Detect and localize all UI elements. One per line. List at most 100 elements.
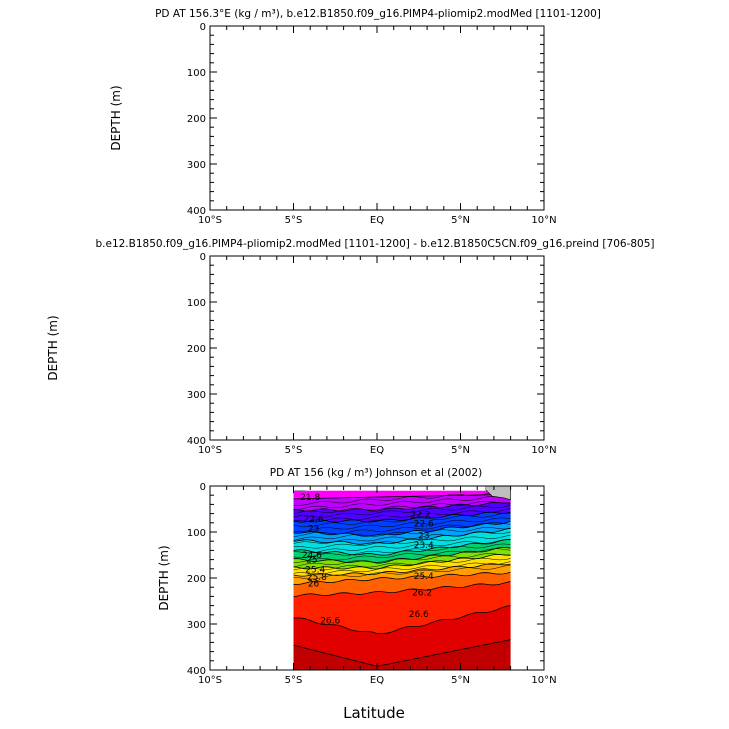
contour-line	[293, 491, 511, 506]
density-field	[293, 490, 511, 670]
panel-1-y-axis-label: DEPTH (m)	[109, 85, 123, 150]
density-band	[293, 639, 511, 670]
contour-label: 26	[308, 580, 320, 590]
x-tick-label: 10°N	[531, 675, 556, 686]
panel-1-plot-frame	[209, 25, 545, 211]
contour-line	[293, 553, 511, 568]
contour-label: 22.6	[414, 520, 434, 530]
contour-line	[293, 520, 511, 537]
contour-line	[293, 565, 511, 580]
x-tick-label: 10°S	[198, 215, 222, 226]
contour-line	[293, 500, 511, 515]
panel-2-y-axis-label: DEPTH (m)	[46, 315, 60, 380]
panel-2-title: b.e12.B1850.f09_g16.PIMP4-pliomip2.modMe…	[95, 238, 654, 250]
contour-line	[293, 501, 511, 512]
contour-line	[293, 512, 511, 528]
y-tick-label: 400	[187, 206, 206, 217]
density-band	[293, 521, 511, 545]
density-band	[293, 547, 511, 570]
panel-1-title: PD AT 156.3°E (kg / m³), b.e12.B1850.f09…	[155, 8, 601, 20]
x-tick-label: 5°S	[285, 675, 303, 686]
y-tick-label: 100	[187, 68, 206, 79]
y-tick-label: 0	[200, 482, 206, 493]
y-tick-label: 400	[187, 436, 206, 447]
contour-label: 22.6	[304, 515, 324, 525]
contour-label: 22.2	[410, 511, 430, 521]
density-band	[293, 572, 511, 597]
panel-3: PD AT 156 (kg / m³) Johnson et al (2002)…	[157, 467, 557, 722]
density-band	[293, 490, 511, 499]
contour-line	[293, 557, 511, 571]
contour-label: 25.4	[414, 572, 434, 582]
contour-line	[293, 547, 511, 564]
panel-2-ticks: 10°S 5°S EQ 5°N 10°N 0 100 200 300 400	[187, 252, 557, 456]
contour-label: 21.8	[300, 493, 320, 503]
contour-line	[293, 581, 511, 598]
y-tick-label: 400	[187, 666, 206, 677]
panel-3-ticks: 10°S 5°S EQ 5°N 10°N 0 100 200 300 400	[187, 482, 557, 686]
contour-line	[293, 522, 511, 537]
y-tick-label: 200	[187, 574, 206, 585]
x-tick-label: 10°S	[198, 675, 222, 686]
x-tick-label: 10°S	[198, 445, 222, 456]
x-tick-label: 5°N	[451, 215, 470, 226]
x-tick-label: 5°S	[285, 215, 303, 226]
contour-line	[293, 605, 511, 634]
panel-2-plot-frame	[209, 255, 545, 441]
panel-1-ticks: 10°S 5°S EQ 5°N 10°N 0 100 200 300 400	[187, 22, 557, 226]
contour-line	[293, 554, 511, 570]
contour-label: 25.4	[305, 566, 325, 576]
contour-line	[293, 517, 511, 532]
contour-line	[293, 571, 511, 585]
y-tick-label: 200	[187, 344, 206, 355]
contour-line	[293, 534, 511, 549]
contour-line	[293, 505, 511, 518]
contour-line	[293, 563, 511, 577]
contour-line	[293, 561, 511, 575]
density-band	[293, 581, 511, 634]
density-band	[293, 605, 511, 667]
contour-label: 24.6	[302, 551, 322, 561]
no-data-strip	[293, 486, 486, 491]
y-tick-label: 100	[187, 298, 206, 309]
contour-line	[293, 543, 511, 558]
contour-label: 23	[308, 524, 319, 534]
x-tick-label: 10°N	[531, 445, 556, 456]
contour-line	[293, 511, 511, 523]
x-tick-label: EQ	[370, 675, 384, 686]
density-band	[293, 554, 511, 577]
contour-label: 26.6	[320, 616, 340, 626]
x-tick-label: 5°N	[451, 445, 470, 456]
contour-label: 25.8	[307, 573, 327, 583]
y-tick-label: 200	[187, 114, 206, 125]
contour-line	[293, 527, 511, 541]
y-tick-label: 100	[187, 528, 206, 539]
y-tick-label: 0	[200, 22, 206, 33]
density-band	[293, 502, 511, 523]
x-axis-label: Latitude	[343, 704, 405, 722]
panel-1: PD AT 156.3°E (kg / m³), b.e12.B1850.f09…	[109, 8, 601, 226]
contour-label: 26.6	[409, 610, 429, 620]
x-tick-label: 5°S	[285, 445, 303, 456]
x-tick-label: EQ	[370, 445, 384, 456]
y-tick-label: 300	[187, 620, 206, 631]
contour-line	[293, 527, 511, 545]
contour-label: 25	[306, 556, 317, 566]
contour-line	[293, 496, 511, 511]
y-tick-label: 300	[187, 390, 206, 401]
contour-labels: 21.822.62324.62525.425.82626.622.222.623…	[300, 493, 434, 626]
density-band	[293, 494, 511, 512]
y-tick-label: 0	[200, 252, 206, 263]
contour-line	[293, 639, 511, 667]
contour-line	[293, 508, 511, 523]
y-tick-label: 300	[187, 160, 206, 171]
x-tick-label: 10°N	[531, 215, 556, 226]
x-tick-label: EQ	[370, 215, 384, 226]
contour-line	[293, 493, 511, 500]
contour-line	[293, 538, 511, 554]
panel-3-y-axis-label: DEPTH (m)	[157, 545, 171, 610]
contour-label: 23.4	[414, 541, 434, 551]
contour-label: 26.2	[412, 589, 432, 599]
contour-line	[293, 531, 511, 544]
